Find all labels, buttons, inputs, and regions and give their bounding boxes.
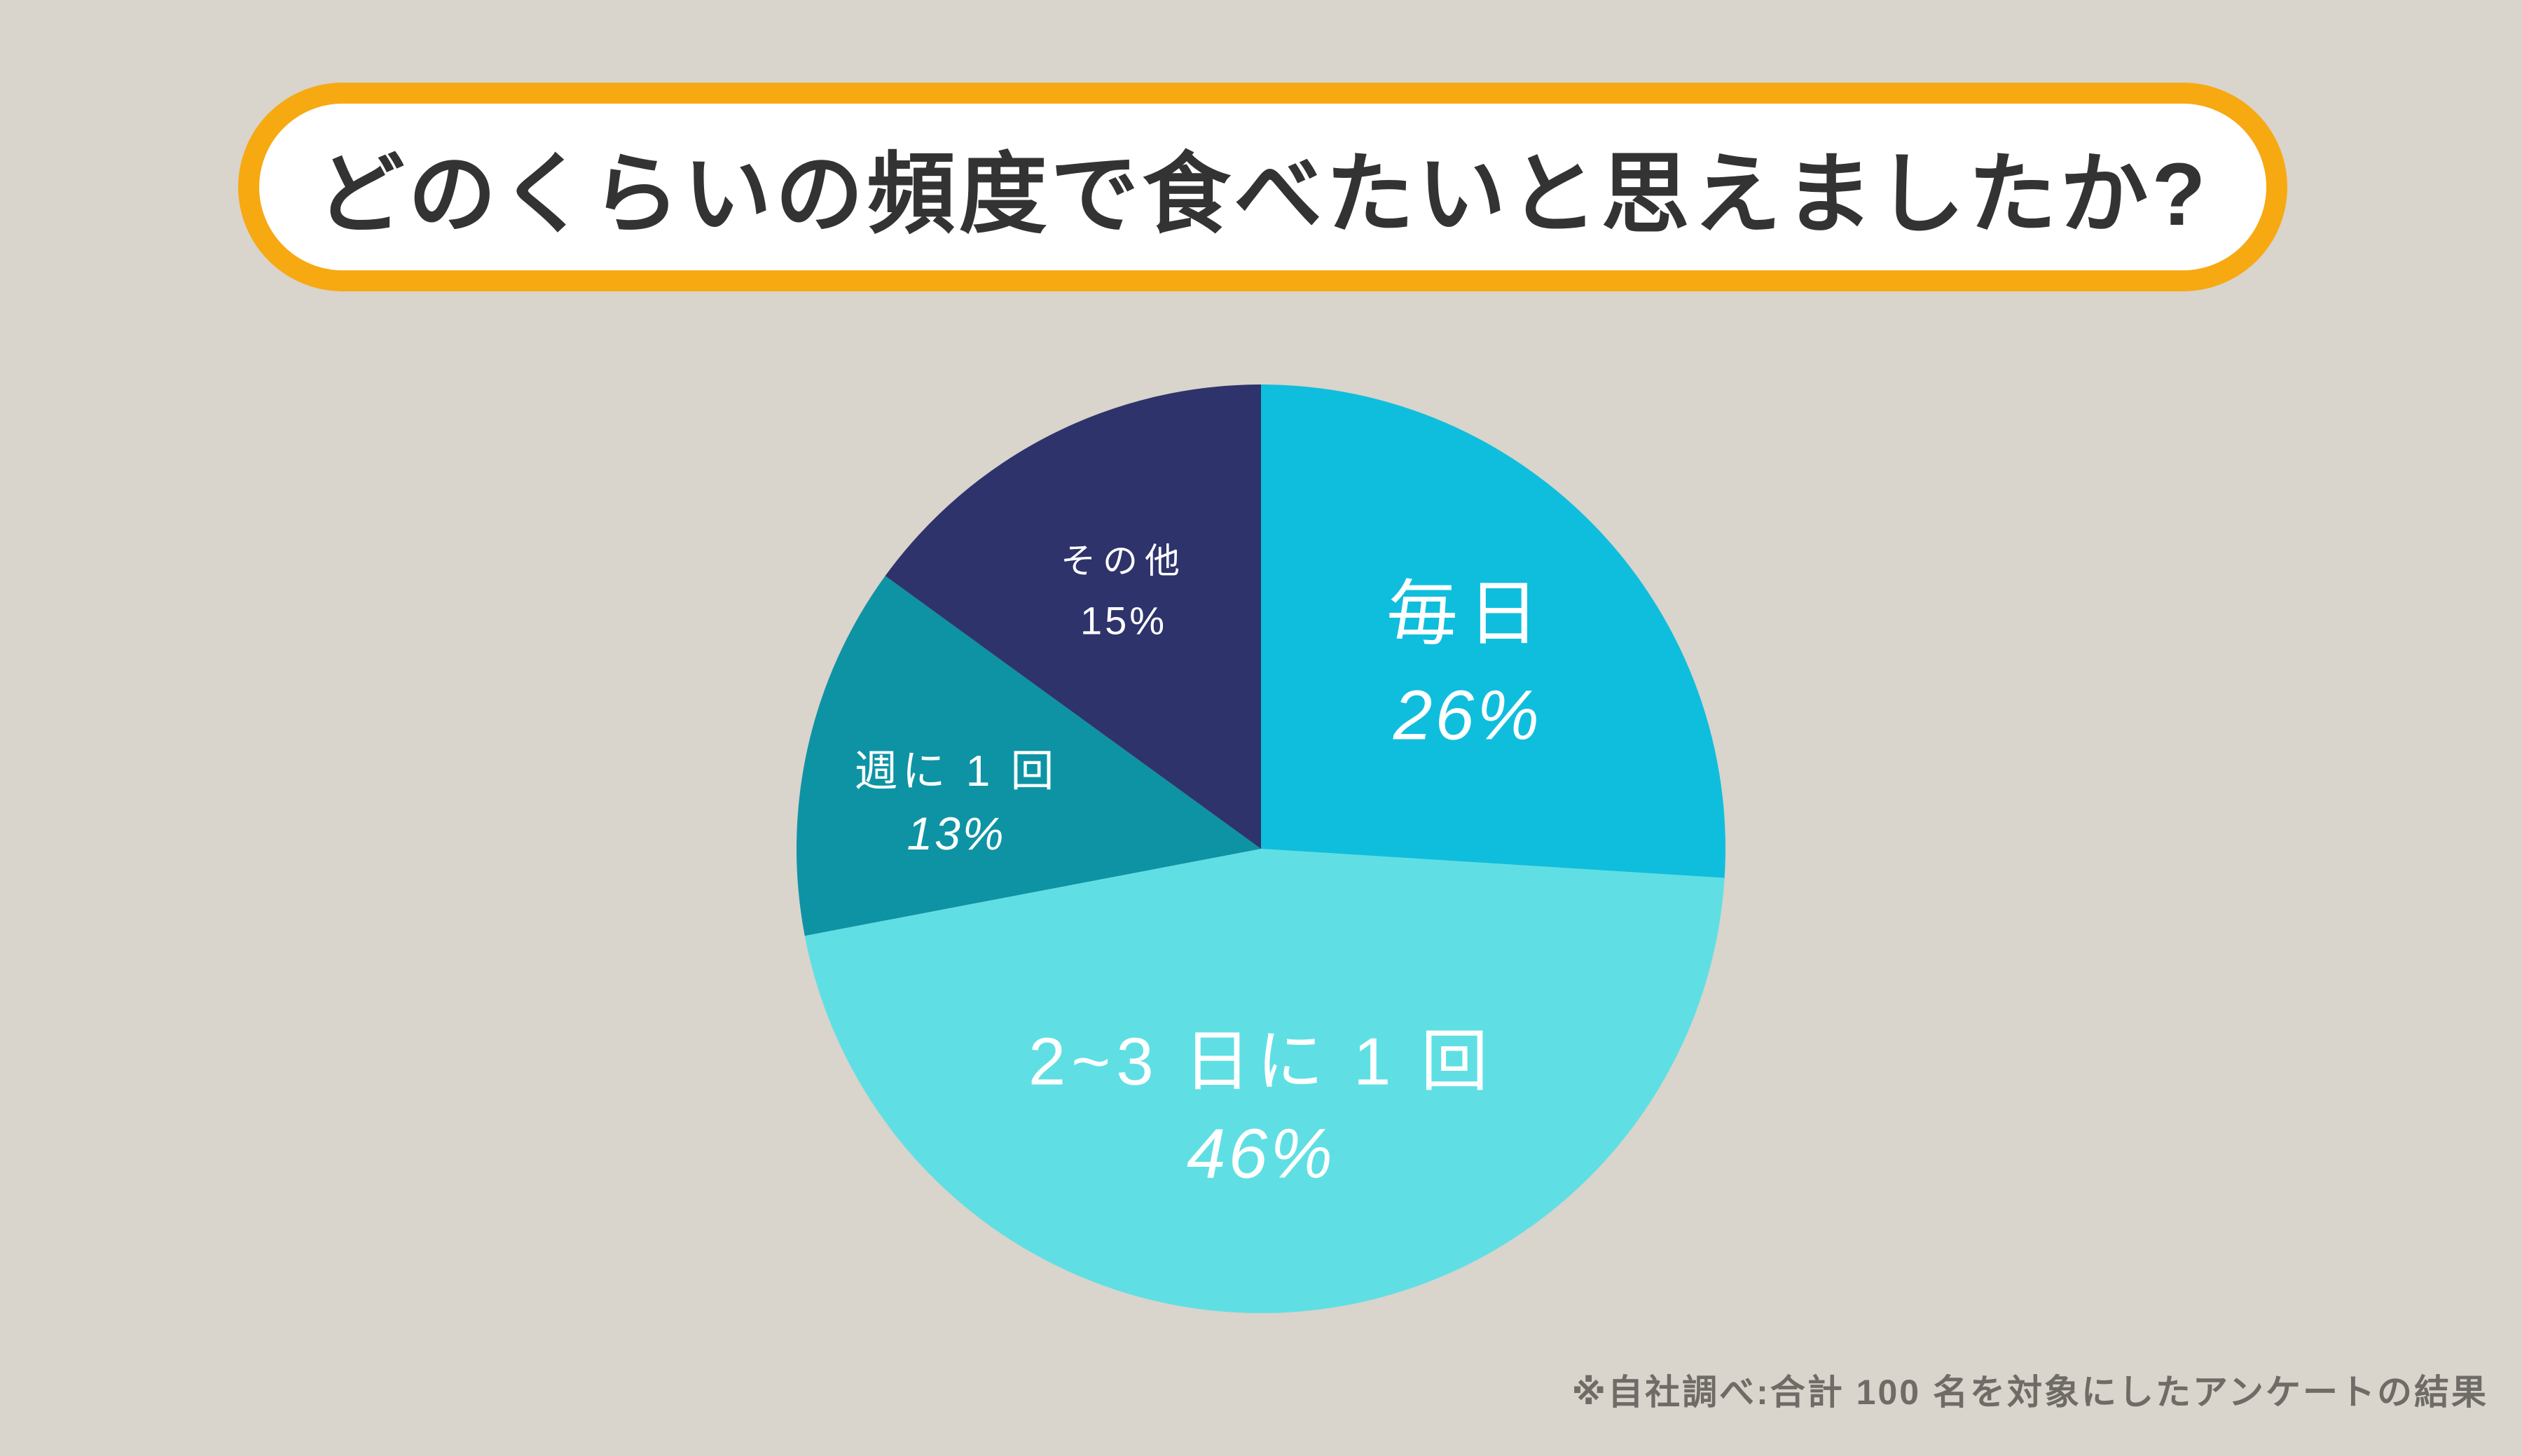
slice-label-everyday: 毎日 — [1386, 574, 1549, 654]
pie-slice-1 — [804, 849, 1725, 1313]
pie-slice-2 — [797, 576, 1261, 936]
slice-percent-everyday: 26% — [1393, 676, 1543, 755]
slice-percent-every-2-3-days: 46% — [1186, 1114, 1336, 1193]
slice-label-every-2-3-days: 2~3 日に 1 回 — [1028, 1024, 1494, 1100]
pie-chart — [797, 384, 1725, 1313]
pie-slice-3 — [885, 384, 1261, 849]
slice-label-other: その他 — [1061, 541, 1187, 581]
pie-slice-0 — [1261, 384, 1725, 878]
page-title: どのくらいの頻度で食べたいと思えましたか? — [316, 145, 2210, 244]
slice-percent-once-a-week: 13% — [907, 807, 1006, 859]
pie-chart-container — [797, 384, 1725, 1313]
survey-footnote: ※自社調べ:合計 100 名を対象にしたアンケートの結果 — [1571, 1373, 2488, 1412]
title-banner: どのくらいの頻度で食べたいと思えましたか? — [238, 83, 2287, 291]
slice-percent-other: 15% — [1080, 598, 1168, 643]
slice-label-once-a-week: 週に 1 回 — [854, 747, 1059, 796]
